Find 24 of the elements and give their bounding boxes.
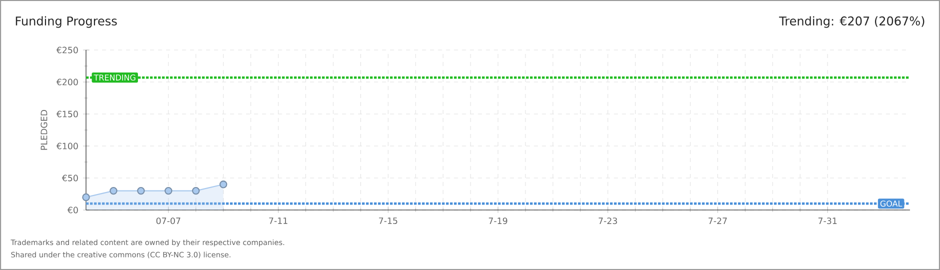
x-tick-label: 07-07 <box>156 218 180 224</box>
x-tick-label: 7-15 <box>379 218 398 224</box>
x-tick-label: 7-11 <box>269 218 288 224</box>
point <box>192 186 200 195</box>
ref-line-label: TRENDING <box>94 74 136 81</box>
chart-title: Funding Progress <box>16 16 117 28</box>
x-tick-label: 7-31 <box>818 218 837 224</box>
chart-subtitle: Trending: €207 (2067%) <box>779 16 924 28</box>
y-tick-label: €100 <box>56 142 78 150</box>
ref-line-label: GOAL <box>880 200 902 207</box>
point <box>164 186 172 195</box>
y-tick-label: €250 <box>56 46 78 54</box>
point <box>82 193 90 202</box>
x-tick-label: 7-23 <box>598 218 617 224</box>
y-tick-label: €200 <box>56 78 78 86</box>
y-tick-label: €50 <box>62 174 78 182</box>
x-tick-label: 7-27 <box>708 218 727 224</box>
point <box>137 186 145 195</box>
point <box>110 186 118 195</box>
y-tick-label: €150 <box>56 110 78 118</box>
y-tick-label: €0 <box>67 206 78 214</box>
x-tick-label: 7-19 <box>488 218 508 224</box>
y-axis-title: PLEDGED <box>40 110 48 150</box>
point <box>219 180 228 188</box>
